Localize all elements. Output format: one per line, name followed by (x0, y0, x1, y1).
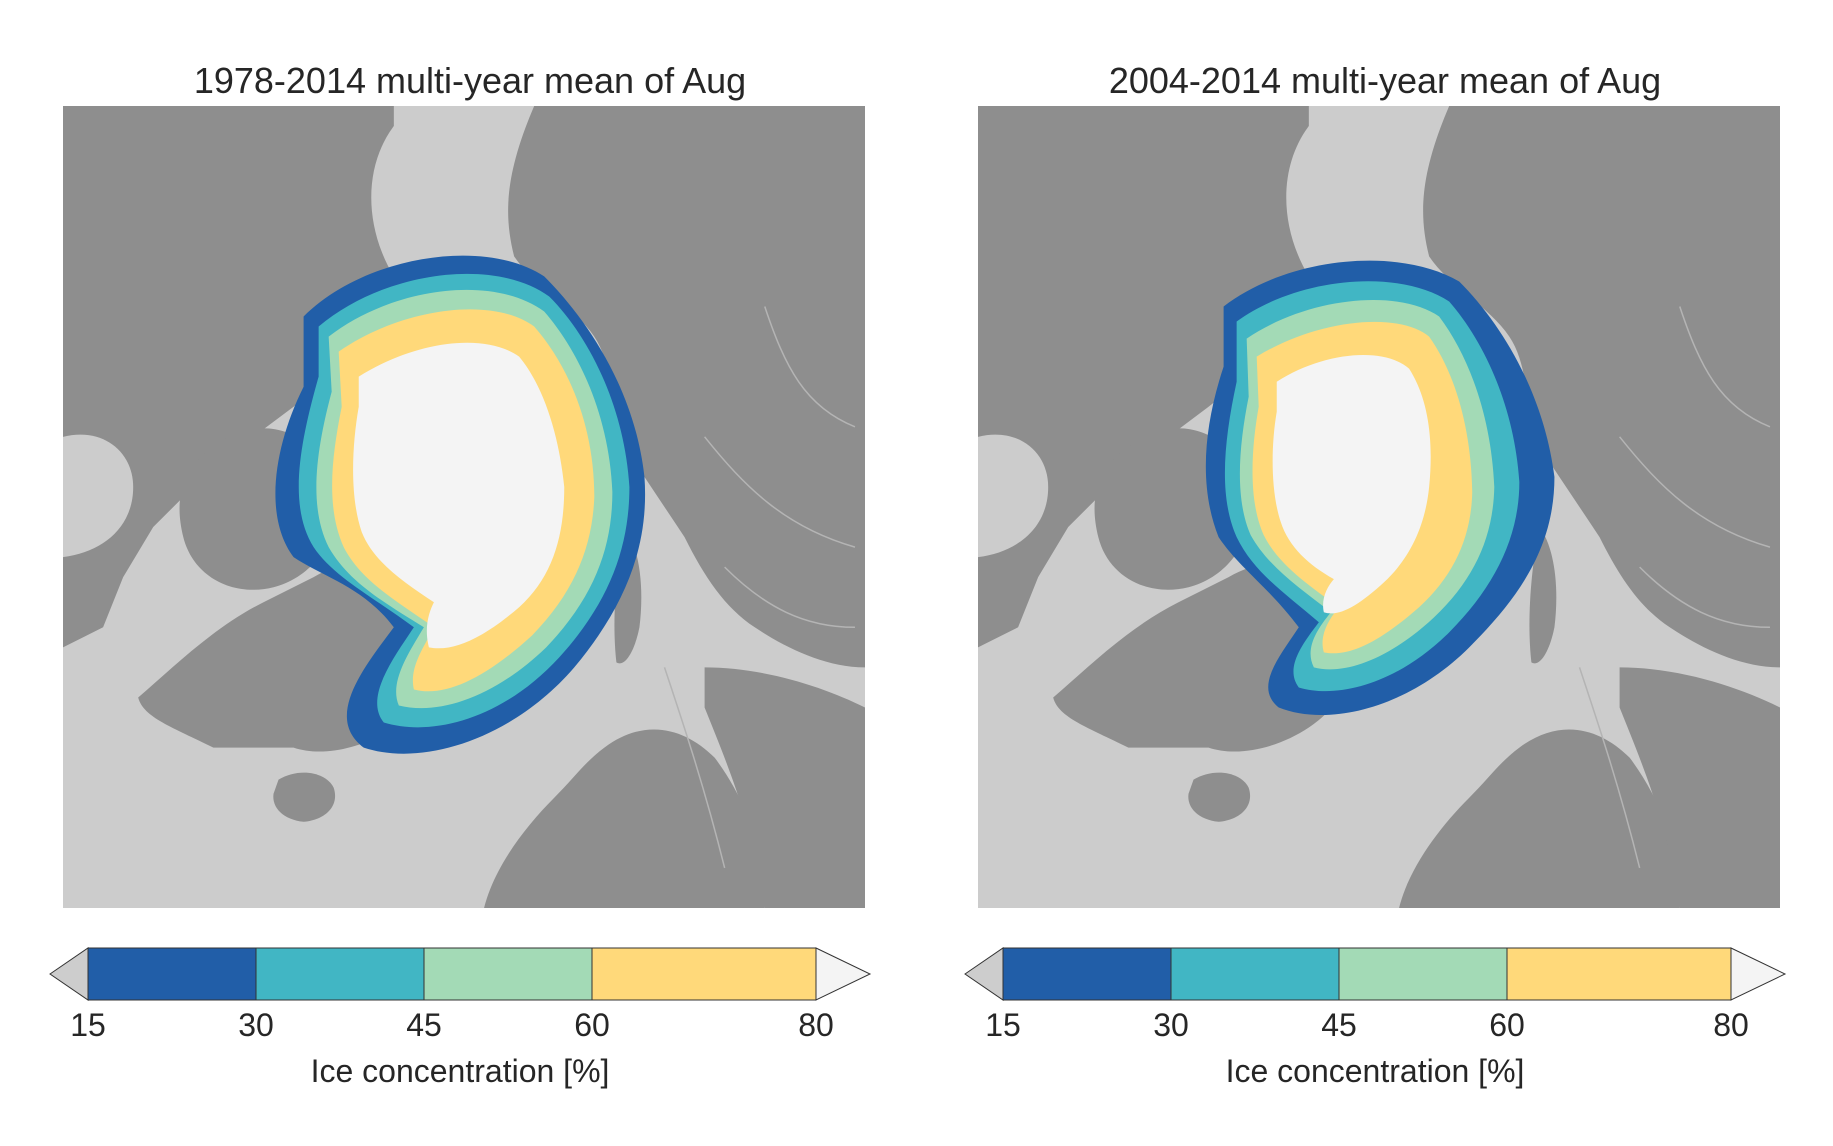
land-scandinavia (1399, 729, 1680, 908)
land-hudson-bay (978, 434, 1049, 558)
ice-over-80 (353, 342, 565, 649)
land-scandinavia (484, 729, 765, 908)
colorbar-bin-60-80 (1506, 947, 1732, 1001)
colorbar-bin-60-80 (591, 947, 817, 1001)
colorbar-right (964, 947, 1787, 1001)
colorbar-bin-30-45 (255, 947, 425, 1001)
colorbar-extend-low (49, 947, 89, 1001)
land-hudson-bay (63, 434, 134, 558)
colorbar-bin-45-60 (1338, 947, 1508, 1001)
arctic-map-right (978, 106, 1780, 908)
colorbar-left (49, 947, 872, 1001)
colorbar-bin-30-45 (1170, 947, 1340, 1001)
land-iceland (273, 772, 336, 822)
land-iceland (1188, 772, 1251, 822)
land-novaya-zemlya (1529, 527, 1557, 664)
land-north-america (63, 106, 394, 648)
map-panel-right: 2004-2014 multi-year mean of Aug 15 30 4… (964, 0, 1805, 1146)
land-europe-east (704, 667, 865, 908)
colorbar-label-left: Ice concentration [%] (310, 1053, 610, 1089)
river-lines (1578, 306, 1771, 869)
ice-over-80 (1272, 355, 1431, 614)
colorbar-bin-15-30 (87, 947, 257, 1001)
colorbar-tick: 15 (70, 1007, 106, 1043)
land-siberia (1423, 106, 1780, 668)
colorbar-extend-high (815, 947, 872, 1001)
colorbar-tick: 30 (1153, 1007, 1189, 1043)
colorbar-tick: 45 (406, 1007, 442, 1043)
colorbar-tick: 60 (1489, 1007, 1525, 1043)
arctic-map-left (63, 106, 865, 908)
colorbar-tick: 30 (238, 1007, 274, 1043)
land-siberia (508, 106, 865, 668)
land-north-america (978, 106, 1309, 648)
colorbar-tick: 45 (1321, 1007, 1357, 1043)
land-europe-east (1619, 667, 1780, 908)
colorbar-extend-low (964, 947, 1004, 1001)
colorbar-tick: 80 (798, 1007, 834, 1043)
colorbar-tick: 80 (1713, 1007, 1749, 1043)
map-panel-left: 1978-2014 multi-year mean of Aug 15 30 4… (49, 0, 890, 1146)
colorbar-bin-15-30 (1002, 947, 1172, 1001)
colorbar-bin-45-60 (423, 947, 593, 1001)
map-title-left: 1978-2014 multi-year mean of Aug (193, 60, 747, 101)
river-lines (663, 306, 856, 869)
map-title-right: 2004-2014 multi-year mean of Aug (1108, 60, 1662, 101)
colorbar-tick: 60 (574, 1007, 610, 1043)
colorbar-tick: 15 (985, 1007, 1021, 1043)
colorbar-extend-high (1730, 947, 1787, 1001)
colorbar-label-right: Ice concentration [%] (1225, 1053, 1525, 1089)
